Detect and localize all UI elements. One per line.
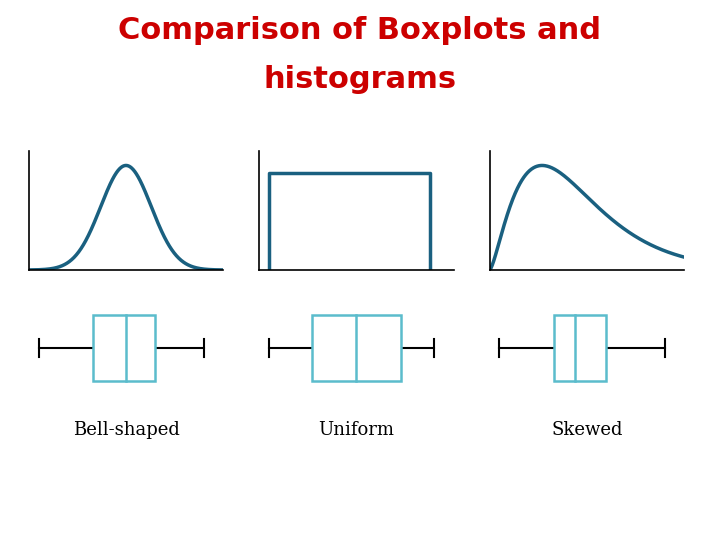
Bar: [312, 315, 401, 381]
Text: Bell-shaped: Bell-shaped: [73, 421, 179, 439]
Text: Uniform: Uniform: [318, 421, 395, 439]
Text: Skewed: Skewed: [551, 421, 623, 439]
Text: histograms: histograms: [264, 65, 456, 94]
Text: Comparison of Boxplots and: Comparison of Boxplots and: [119, 16, 601, 45]
Bar: [554, 315, 606, 381]
Bar: [93, 315, 156, 381]
